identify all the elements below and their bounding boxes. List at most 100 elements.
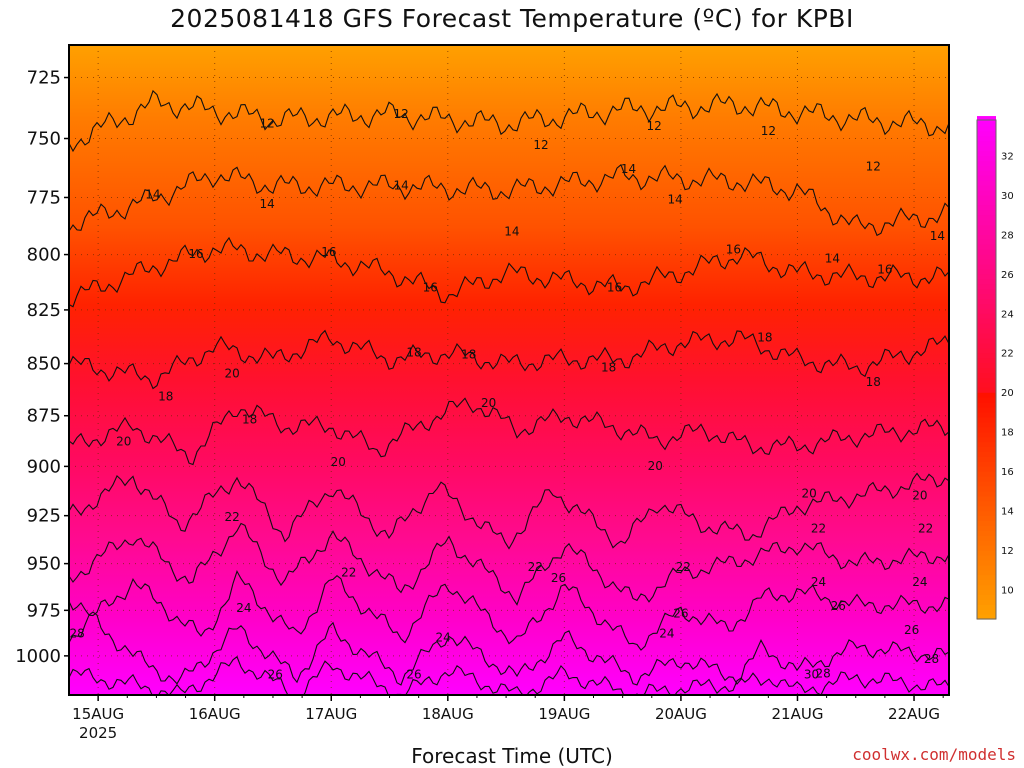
contour-label: 26 [406,668,421,682]
colorbar-swatch [977,140,996,147]
contour-label: 22 [225,510,240,524]
colorbar-tick-label: 24 [1001,309,1014,320]
colorbar-swatch [977,530,996,536]
colorbar-swatch [977,244,996,250]
y-tick-label: 950 [27,554,61,575]
colorbar-swatch [977,535,996,541]
colorbar-swatch [977,505,996,512]
y-tick-label: 900 [27,456,61,477]
colorbar-swatch [977,313,996,319]
colorbar-swatch [977,342,996,349]
x-tick-label: 22AUG [888,705,940,723]
y-axis: 725 750 775 800 825 850 875 900 925 950 975 1000 [15,68,69,667]
colorbar-swatch [977,441,996,448]
colorbar-swatch [977,466,996,472]
colorbar-tick-label: 30 [1001,191,1014,202]
colorbar-swatch [977,545,996,551]
colorbar-frame [976,119,997,620]
colorbar-swatch [977,574,996,581]
colorbar-swatch [977,239,996,245]
plot-frame [68,44,950,696]
contour-label: 14 [621,162,636,176]
colorbar-swatch [977,190,996,196]
colorbar-swatch [977,476,996,482]
gridlines [69,45,949,695]
contour-label: 22 [341,566,356,580]
colorbar-swatch [977,436,996,443]
contour-label: 22 [676,560,691,574]
colorbar-swatch [977,510,996,517]
x-axis: 15AUG 16AUG 17AUG 18AUG 19AUG 20AUG 21AUG 22AUG… [72,695,944,742]
colorbar-swatch [977,525,996,531]
chart-title: 2025081418 GFS Forecast Temperature (ºC)… [170,4,854,33]
colorbar-swatch [977,387,996,393]
colorbar-swatch [977,431,996,438]
colorbar-tick-label: 10 [1001,585,1014,596]
colorbar-swatch [977,352,996,359]
colorbar-swatch [977,411,996,418]
y-tick-label: 750 [27,129,61,150]
colorbar-tick-label: 16 [1001,467,1014,478]
x-tick-label: 15AUG [72,705,124,723]
contour-label: 14 [504,224,519,238]
colorbar-swatch [977,589,996,595]
contour-label: 18 [242,412,257,426]
contour-label: 28 [815,666,830,680]
contour-label: 12 [533,138,548,152]
colorbar-swatch [977,268,996,275]
contour-line-28 [69,601,949,686]
colorbar-swatch [977,130,996,137]
contour-label: 16 [321,245,336,259]
contour-label: 20 [912,489,927,503]
colorbar-swatch [977,224,996,231]
colorbar-swatch [977,392,996,398]
contour-label: 18 [461,348,476,362]
colorbar-swatch [977,372,996,378]
contour-label: 12 [761,124,776,138]
contour-line-24 [69,522,949,606]
colorbar-swatch [977,520,996,526]
colorbar-swatch [977,397,996,403]
contour-line-22 [69,472,949,550]
colorbar-swatch [977,254,996,260]
colorbar-swatch [977,485,996,492]
contour-label: 16 [726,243,741,257]
colorbar-swatch [977,283,996,290]
colorbar-swatch [977,569,996,576]
contour-label: 16 [877,263,892,277]
colorbar-swatch [977,579,996,586]
contour-label: 18 [406,345,421,359]
x-tick-label: 19AUG [538,705,590,723]
colorbar-swatch [977,155,996,162]
colorbar-swatch [977,604,996,610]
contour-label: 12 [866,160,881,174]
y-tick-label: 850 [27,354,61,375]
colorbar-swatch [977,318,996,324]
colorbar-swatch [977,382,996,388]
colorbar-swatch [977,303,996,309]
colorbar-swatch [977,160,996,166]
x-tick-label: 20AUG [655,705,707,723]
contour-label: 12 [394,107,409,121]
contour-label: 20 [225,367,240,381]
y-tick-label: 875 [27,406,61,427]
colorbar-swatch [977,495,996,502]
colorbar-swatch [977,259,996,265]
colorbar-swatch [977,288,996,295]
colorbar-swatch [977,500,996,507]
y-tick-label: 725 [27,68,61,89]
colorbar-tick-label: 20 [1001,388,1014,399]
x-tick-label: 16AUG [189,705,241,723]
colorbar-swatch [977,490,996,497]
colorbar-swatch [977,421,996,428]
colorbar-swatch [977,456,996,462]
colorbar-swatch [977,337,996,344]
colorbar-swatch [977,135,996,142]
contour-label: 24 [436,630,451,644]
x-year-label: 2025 [79,724,117,742]
contour-line-26 [69,570,949,651]
contour-label: 20 [801,487,816,501]
colorbar-swatch [977,446,996,452]
colorbar-swatch [977,298,996,305]
